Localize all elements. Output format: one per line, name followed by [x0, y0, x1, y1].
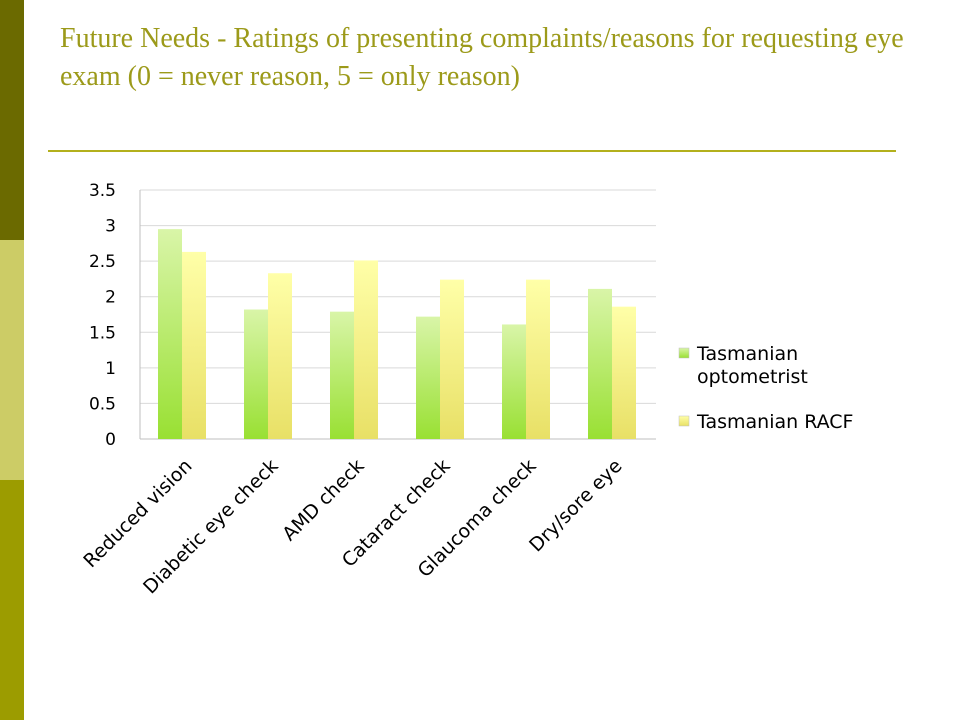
bar [502, 324, 526, 439]
legend-swatch [678, 415, 690, 427]
slide-title: Future Needs - Ratings of presenting com… [60, 23, 904, 92]
legend-label: Tasmanian RACF [696, 411, 854, 433]
legend-label: Tasmanian optometrist [696, 343, 808, 388]
side-bar-dark-segment [0, 0, 24, 240]
y-tick-label: 2.5 [89, 252, 116, 272]
bars [158, 229, 636, 439]
bar [612, 306, 636, 439]
bar [182, 251, 206, 439]
legend-swatch [678, 347, 690, 359]
y-tick-label: 0 [105, 430, 116, 450]
bar [158, 229, 182, 439]
y-tick-label: 2 [105, 288, 116, 308]
y-tick-label: 3.5 [89, 181, 116, 201]
bar [244, 309, 268, 439]
bar [416, 316, 440, 439]
y-tick-label: 3 [105, 217, 116, 237]
decorative-side-bar [0, 0, 24, 720]
x-category-label: Dry/sore eye [525, 455, 626, 556]
y-tick-label: 1.5 [89, 323, 116, 343]
bar [330, 311, 354, 439]
y-tick-label: 0.5 [89, 394, 116, 414]
side-bar-mid-segment [0, 480, 24, 720]
bar [526, 279, 550, 439]
bar [588, 288, 612, 439]
x-category-label: AMD check [278, 455, 368, 545]
bar [354, 260, 378, 439]
side-bar-light-segment [0, 240, 24, 480]
gridlines [139, 189, 656, 440]
y-tick-label: 1 [105, 359, 116, 379]
title-rule [48, 150, 896, 152]
legend: Tasmanian optometrist Tasmanian RACF [678, 343, 854, 433]
y-axis-tick-labels: 0 0.5 1 1.5 2 2.5 3 3.5 [89, 181, 116, 450]
bar [268, 273, 292, 439]
bar [440, 279, 464, 439]
